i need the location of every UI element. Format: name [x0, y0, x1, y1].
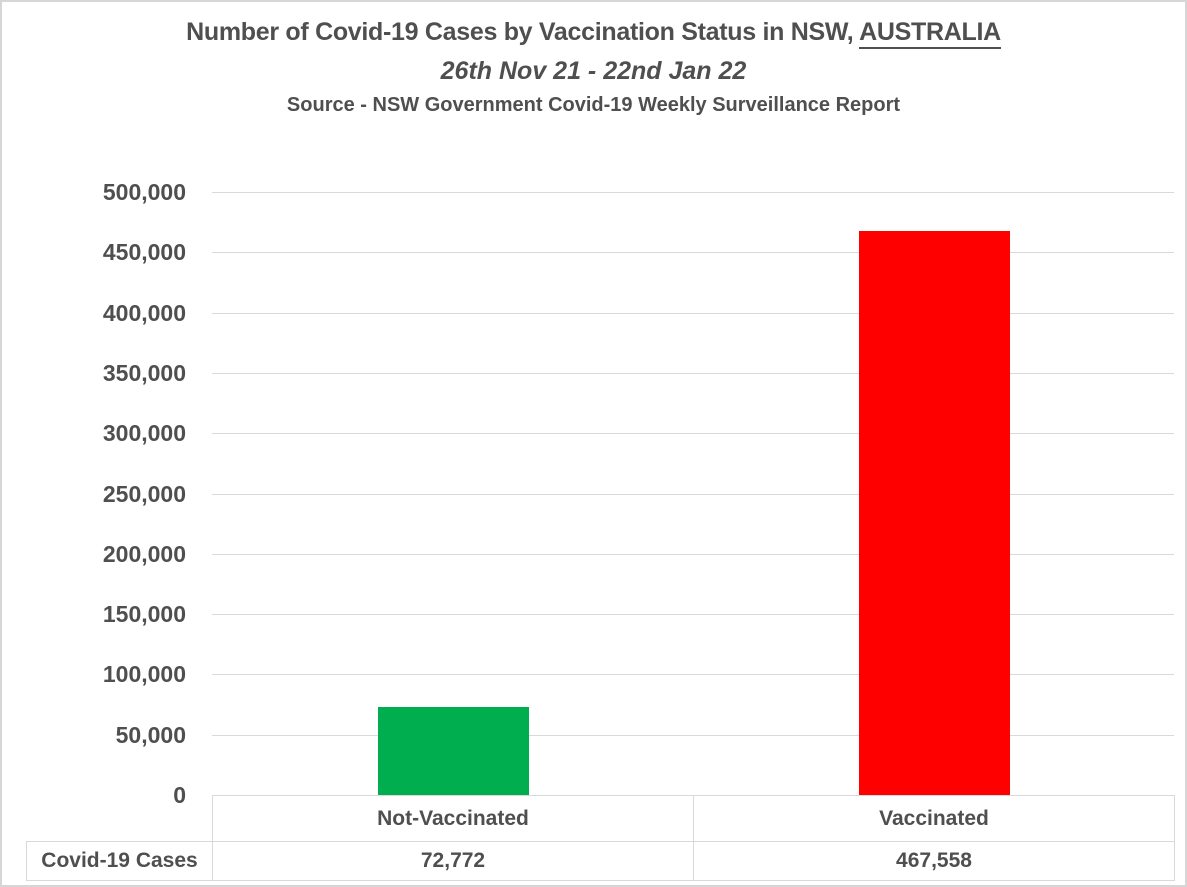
- value-cell: 72,772: [212, 841, 694, 881]
- y-axis-label: 450,000: [102, 239, 186, 266]
- chart-source: Source - NSW Government Covid-19 Weekly …: [286, 94, 901, 116]
- gridline: [212, 493, 1174, 495]
- gridline: [212, 252, 1174, 254]
- y-axis-label: 400,000: [102, 299, 186, 326]
- gridline: [212, 372, 1174, 374]
- chart-title-text: Number of Covid-19 Cases by Vaccination …: [186, 18, 860, 46]
- gridline: [212, 192, 1174, 193]
- y-axis-label: 200,000: [102, 540, 186, 567]
- chart-header: Number of Covid-19 Cases by Vaccination …: [2, 2, 1185, 117]
- y-axis-label: 250,000: [102, 480, 186, 507]
- row-header-cell: Covid-19 Cases: [26, 841, 213, 881]
- chart-subtitle: 26th Nov 21 - 22nd Jan 22: [440, 57, 747, 85]
- chart-title-underlined-text: AUSTRALIA: [859, 18, 1001, 49]
- y-axis-label: 500,000: [102, 179, 186, 205]
- y-axis-label: 0: [173, 782, 186, 808]
- y-axis-label: 100,000: [102, 661, 186, 688]
- y-axis-label: 150,000: [102, 601, 186, 628]
- y-axis-label: 350,000: [102, 359, 186, 386]
- gridline: [212, 433, 1174, 435]
- gridline: [212, 734, 1174, 736]
- gridline: [212, 614, 1174, 616]
- category-cell: Vaccinated: [693, 795, 1175, 842]
- value-cell: 467,558: [693, 841, 1175, 881]
- bar-vaccinated: [859, 231, 1010, 795]
- y-axis-label: 300,000: [102, 420, 186, 447]
- gridline: [212, 553, 1174, 555]
- category-cell: Not-Vaccinated: [212, 795, 694, 842]
- gridline: [212, 312, 1174, 314]
- gridline: [212, 674, 1174, 676]
- y-axis-label: 50,000: [115, 721, 186, 748]
- chart-title: Number of Covid-19 Cases by Vaccination …: [2, 17, 1185, 49]
- bar-not-vaccinated: [378, 707, 529, 795]
